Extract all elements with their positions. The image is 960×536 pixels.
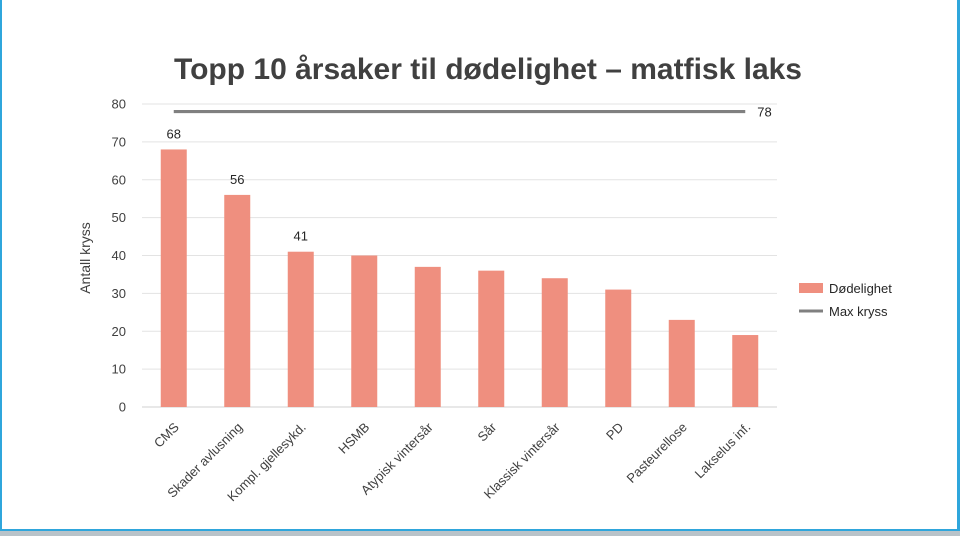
y-tick-label: 10	[112, 362, 126, 377]
y-tick-label: 30	[112, 286, 126, 301]
y-axis-title: Antall kryss	[77, 222, 93, 294]
legend-label: Max kryss	[829, 304, 888, 319]
bar-data-label: 68	[167, 126, 181, 141]
y-tick-label: 70	[112, 134, 126, 149]
bar	[541, 278, 568, 407]
y-axis-ticks: 0 10 20 30 40 50 60 70 80	[112, 97, 126, 415]
bar	[478, 270, 505, 407]
data-labels: 68 56 41 78	[167, 105, 772, 244]
legend-label: Dødelighet	[829, 281, 892, 296]
y-tick-label: 20	[112, 324, 126, 339]
chart-title: Topp 10 årsaker til dødelighet – matfisk…	[174, 53, 802, 86]
bar	[732, 335, 759, 407]
bottom-strip	[0, 529, 960, 536]
y-tick-label: 0	[119, 400, 126, 415]
legend-swatch-bar	[799, 283, 823, 293]
x-tick-label: CMS	[151, 419, 182, 450]
x-tick-label: Lakselus inf.	[692, 420, 754, 482]
bar-data-label: 56	[230, 172, 244, 187]
bar	[160, 149, 187, 407]
bar	[668, 319, 695, 407]
bar	[605, 289, 632, 407]
legend: Dødelighet Max kryss	[799, 281, 892, 319]
x-tick-label: Pasteurellose	[624, 420, 690, 486]
y-tick-label: 80	[112, 97, 126, 112]
bar	[351, 255, 378, 407]
bar	[224, 194, 251, 407]
y-tick-label: 60	[112, 172, 126, 187]
bar-data-label: 41	[294, 229, 308, 244]
y-tick-label: 40	[112, 248, 126, 263]
y-tick-label: 50	[112, 210, 126, 225]
bar-series	[160, 149, 759, 407]
bar	[414, 266, 441, 407]
bottom-strip-accent	[0, 529, 960, 531]
bar	[287, 251, 314, 407]
x-tick-label: HSMB	[335, 420, 372, 457]
x-tick-label: Sår	[474, 419, 499, 444]
x-tick-label: PD	[603, 420, 626, 443]
line-data-label: 78	[757, 105, 771, 120]
